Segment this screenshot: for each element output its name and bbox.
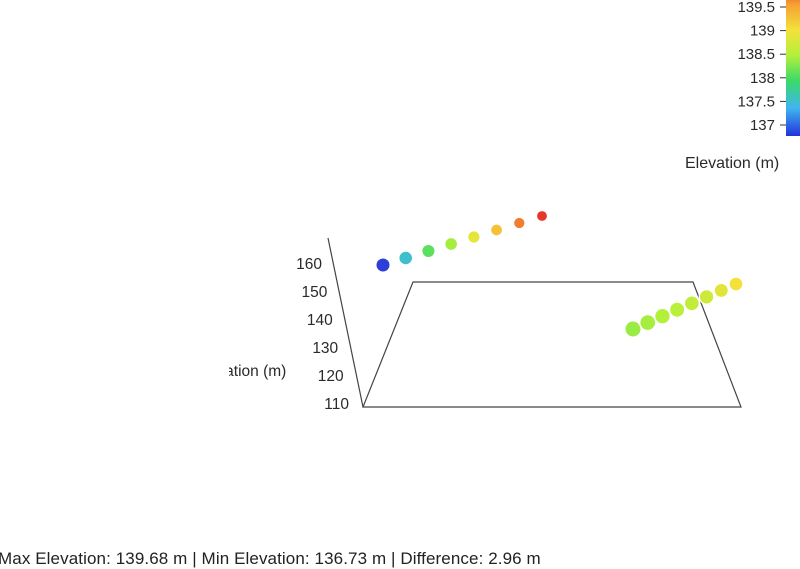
colorbar-tick-label: 137 xyxy=(750,117,775,134)
colorbar-tick-label: 138 xyxy=(750,70,775,87)
data-point xyxy=(466,230,481,244)
data-point xyxy=(535,209,549,223)
data-point xyxy=(713,282,730,299)
data-point xyxy=(420,243,436,259)
colorbar-tick-label: 137.5 xyxy=(737,93,775,110)
data-point xyxy=(653,307,671,325)
colorbar-gradient xyxy=(786,0,800,136)
colorbar-tick-label: 139.5 xyxy=(737,0,775,16)
z-axis-line xyxy=(327,237,364,408)
colorbar-title: Elevation (m) xyxy=(685,155,779,172)
data-point xyxy=(624,320,642,338)
z-tick-label: 150 xyxy=(302,284,328,301)
data-points xyxy=(375,209,744,338)
colorbar-ticks: 137 137.5 138 138.5 139 139.5 xyxy=(737,0,786,134)
data-point xyxy=(683,295,701,312)
data-point xyxy=(443,236,459,252)
data-point xyxy=(398,250,414,266)
data-point xyxy=(728,276,744,292)
data-point xyxy=(375,257,391,273)
data-point xyxy=(489,223,504,237)
colorbar: 137 137.5 138 138.5 139 139.5 Elevation (m) xyxy=(685,0,800,172)
elevation-stats: Max Elevation: 139.68 m | Min Elevation:… xyxy=(0,549,541,568)
z-tick-label: 120 xyxy=(318,368,344,385)
z-tick-label: 130 xyxy=(312,340,338,357)
z-axis-ticks: 110 120 130 140 150 160 xyxy=(296,256,349,413)
data-point xyxy=(638,313,657,332)
data-point xyxy=(698,288,715,305)
z-tick-label: 140 xyxy=(307,312,333,329)
z-tick-label: 110 xyxy=(324,396,349,413)
data-point xyxy=(512,216,526,230)
z-tick-label: 160 xyxy=(296,256,322,273)
scene-floor xyxy=(362,281,742,408)
colorbar-tick-label: 138.5 xyxy=(737,46,775,63)
data-point xyxy=(668,301,686,319)
colorbar-tick-label: 139 xyxy=(750,23,775,40)
